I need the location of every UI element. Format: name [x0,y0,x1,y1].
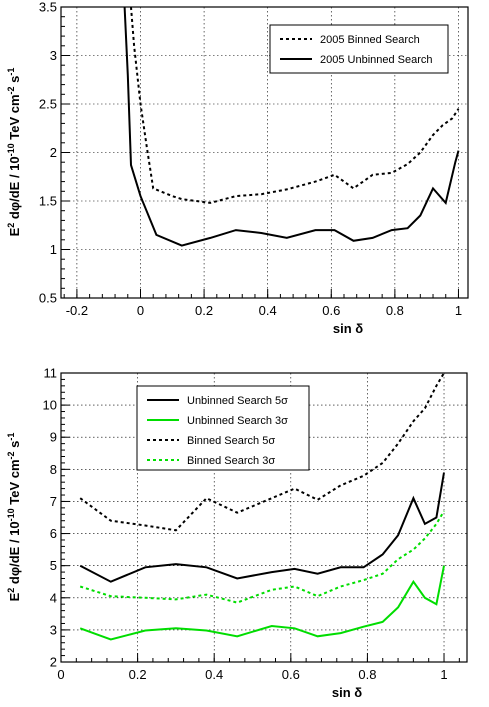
series-line-0 [130,7,460,204]
legend: Unbinned Search 5σ Unbinned Search 3σ Binn… [136,385,310,471]
x-tick-label: 0.6 [322,303,340,318]
y-tick-label: 1.5 [39,194,57,209]
x-tick-label: 0.2 [129,667,147,682]
plot-frame [60,6,469,299]
legend-label-2: Binned Search 5σ [187,435,275,447]
legend-label-1: 2005 Unbinned Search [320,54,433,66]
legend-label-1: Unbinned Search 3σ [187,415,288,427]
x-tick-label: 0.8 [358,667,376,682]
x-tick-label: 0.6 [282,667,300,682]
series-line-1 [79,565,445,641]
y-tick-label: 9 [50,430,57,445]
x-tick-label: 0.4 [259,303,277,318]
y-tick-label: 10 [43,398,57,413]
y-tick-label: 0.5 [39,291,57,306]
y-tick-label: 7 [50,494,57,509]
y-tick-label: 2 [50,655,57,670]
y-tick-label: 3 [50,48,57,63]
x-tick-label: 1 [440,667,447,682]
top-chart: -0.2 0 0.2 0.4 0.6 0.8 1 0.5 1 1.5 2 2.5 3 3.5 sin δ E2… [6,0,469,336]
plot-frame [60,372,468,663]
series-line-0 [79,472,445,583]
y-tick-label: 3.5 [39,0,57,15]
y-tick-label: 4 [50,590,57,605]
legend-label-0: Unbinned Search 5σ [187,395,288,407]
x-tick-label: 1 [455,303,462,318]
y-tick-label: 5 [50,558,57,573]
legend-label-0: 2005 Binned Search [320,34,420,46]
legend-label-3: Binned Search 3σ [187,455,275,467]
series-line-1 [123,7,460,247]
legend: 2005 Binned Search 2005 Unbinned Search [269,24,449,74]
x-tick-label: 0.4 [205,667,223,682]
y-axis-label: E2 dφ/dE / 10-10 TeV cm-2 s-1 [6,433,22,602]
x-tick-label: 0.8 [386,303,404,318]
x-tick-label: 0 [57,667,64,682]
x-axis-label: sin δ [333,321,363,336]
series-line-2 [79,373,445,532]
y-tick-label: 1 [50,242,57,257]
x-tick-label: 0.2 [195,303,213,318]
y-tick-label: 2.5 [39,97,57,112]
y-tick-label: 8 [50,462,57,477]
y-tick-label: 3 [50,622,57,637]
y-axis-label: E2 dφ/dE / 10-10 TeV cm-2 s-1 [6,68,22,237]
y-tick-label: 2 [50,145,57,160]
x-tick-label: -0.2 [66,303,88,318]
legend-box [269,24,449,74]
x-tick-label: 0 [137,303,144,318]
x-axis-label: sin δ [332,685,362,700]
y-tick-label: 6 [50,526,57,541]
bottom-chart: 0 0.2 0.4 0.6 0.8 1 2 3 4 5 6 7 8 9 10 11 sin δ E2 dφ/dE … [6,366,468,700]
y-tick-label: 11 [44,366,58,381]
